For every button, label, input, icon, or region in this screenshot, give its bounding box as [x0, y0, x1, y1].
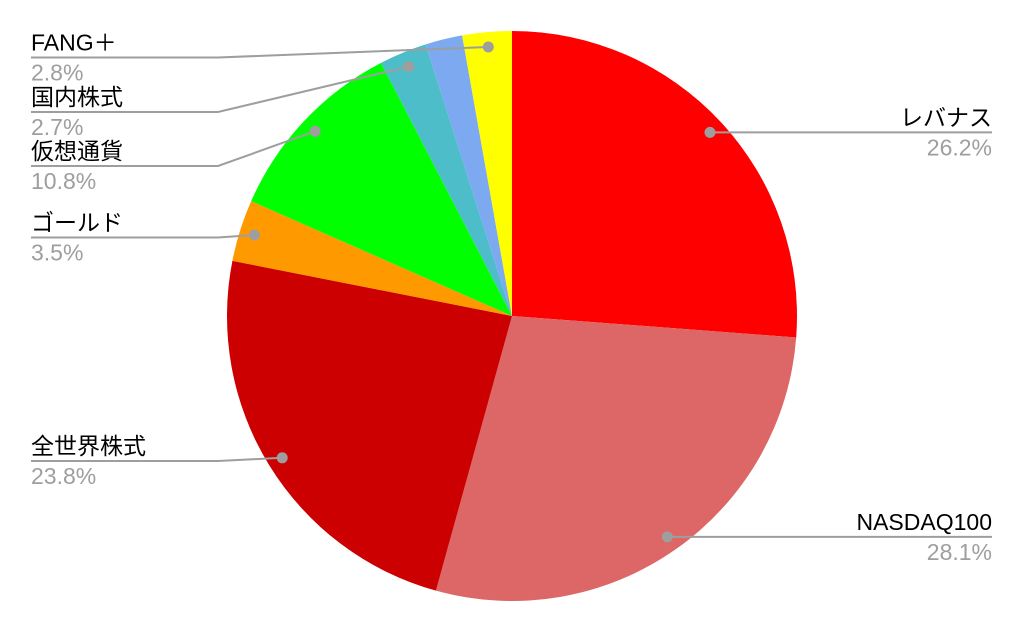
leader-line-2: [31, 456, 283, 462]
pie-slice-2[interactable]: [227, 260, 512, 591]
pie-slice-7[interactable]: [462, 31, 512, 316]
slice-percent-4: 10.8%: [31, 168, 96, 194]
slice-label-2: 全世界株式: [31, 433, 146, 459]
slice-percent-3: 3.5%: [31, 240, 83, 266]
leader-dot-3: [248, 229, 260, 241]
leader-line-3: [31, 234, 255, 239]
leader-dot-2: [276, 452, 288, 464]
slice-percent-2: 23.8%: [31, 463, 96, 489]
leader-dot-4: [309, 125, 321, 137]
pie-slice-1[interactable]: [435, 316, 797, 601]
slice-label-5: 国内株式: [31, 84, 123, 110]
slice-percent-7: 2.8%: [31, 60, 83, 86]
slice-label-3: ゴールド: [31, 210, 123, 236]
leader-line-4: [31, 130, 316, 167]
slice-label-4: 仮想通貨: [31, 138, 123, 164]
slice-label-7: FANG＋: [31, 30, 117, 56]
leader-dot-0: [704, 126, 716, 138]
leader-dot-7: [482, 41, 494, 53]
slice-label-0: レバナス: [900, 104, 992, 130]
pie-slice-5[interactable]: [381, 44, 512, 317]
slice-label-1: NASDAQ100: [856, 509, 992, 535]
pie-slice-6[interactable]: [425, 35, 512, 317]
slice-percent-1: 28.1%: [927, 539, 992, 565]
leader-line-7: [31, 46, 489, 59]
slice-percent-5: 2.7%: [31, 114, 83, 140]
leader-line-5: [31, 65, 409, 113]
leader-dot-5: [403, 61, 415, 73]
leader-dot-1: [661, 531, 673, 543]
slice-percent-0: 26.2%: [927, 134, 992, 160]
pie-slice-0[interactable]: [512, 31, 797, 338]
pie-slice-3[interactable]: [232, 201, 512, 316]
